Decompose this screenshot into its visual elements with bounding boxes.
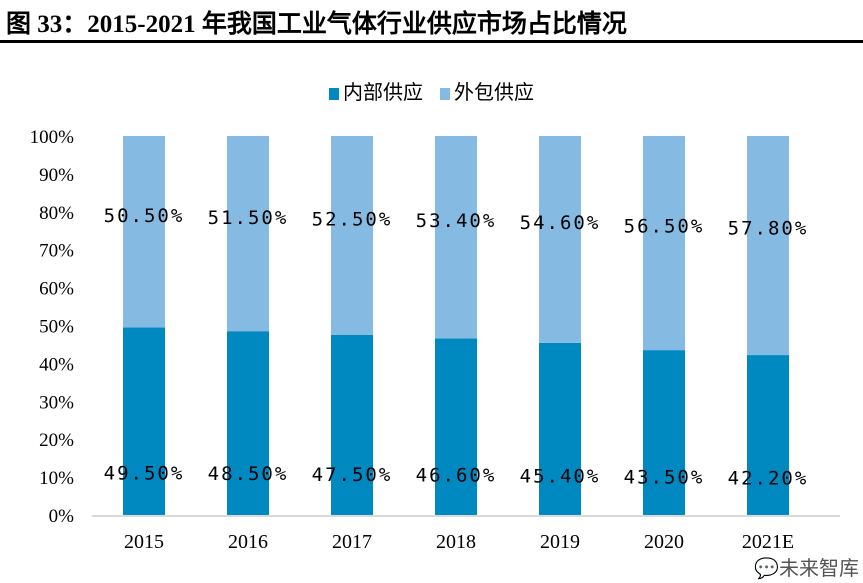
data-label: 49.50%	[104, 462, 185, 484]
x-tick-label: 2016	[228, 531, 268, 553]
data-label: 42.20%	[728, 468, 809, 490]
title-rule	[0, 40, 863, 43]
x-tick-label: 2015	[124, 531, 164, 553]
data-label: 48.50%	[208, 463, 289, 485]
bar-internal	[643, 350, 685, 515]
y-tick-label: 40%	[39, 354, 74, 375]
bar-outsourced	[227, 136, 269, 332]
legend-label-internal: 内部供应	[343, 82, 423, 104]
data-label: 52.50%	[312, 209, 393, 231]
legend-label-outsourced: 外包供应	[454, 82, 534, 104]
x-tick-label: 2020	[644, 531, 684, 553]
y-tick-label: 70%	[39, 241, 74, 262]
legend-item-outsourced: 外包供应	[440, 76, 534, 105]
bar-outsourced	[643, 136, 685, 351]
y-tick-label: 90%	[39, 165, 74, 186]
x-tick-label: 2021E	[742, 531, 794, 553]
data-label: 46.60%	[416, 464, 497, 486]
bar-internal	[331, 334, 373, 515]
y-tick-label: 20%	[39, 430, 74, 451]
data-label: 53.40%	[416, 210, 497, 232]
legend-item-internal: 内部供应	[329, 76, 423, 105]
wechat-icon: 💬	[754, 556, 779, 580]
bar-outsourced	[331, 136, 373, 335]
bar-outsourced	[539, 136, 581, 343]
y-tick-label: 0%	[49, 506, 75, 527]
x-tick-label: 2019	[540, 531, 580, 553]
watermark: 💬未来智库	[754, 556, 859, 580]
bar-internal	[123, 327, 165, 515]
data-label: 54.60%	[520, 212, 601, 234]
x-tick-label: 2017	[332, 531, 372, 553]
bar-internal	[227, 331, 269, 515]
watermark-text: 未来智库	[779, 556, 859, 580]
data-label: 45.40%	[520, 465, 601, 487]
data-label: 56.50%	[624, 215, 705, 237]
bar-internal	[435, 338, 477, 515]
y-tick-label: 60%	[39, 279, 74, 300]
bar-internal	[747, 355, 789, 515]
bar-outsourced	[747, 136, 789, 356]
data-label: 43.50%	[624, 467, 705, 489]
y-tick-label: 50%	[39, 317, 74, 338]
x-tick-label: 2018	[436, 531, 476, 553]
y-tick-label: 100%	[30, 127, 75, 148]
y-tick-label: 10%	[39, 468, 74, 489]
data-label: 57.80%	[728, 218, 809, 240]
data-label: 51.50%	[208, 207, 289, 229]
bar-internal	[539, 342, 581, 515]
legend-swatch-outsourced	[440, 88, 450, 100]
data-label: 47.50%	[312, 464, 393, 486]
y-tick-label: 30%	[39, 392, 74, 413]
legend-swatch-internal	[329, 88, 339, 100]
legend: 内部供应 外包供应	[0, 76, 863, 105]
bar-outsourced	[435, 136, 477, 339]
chart-title: 图 33：2015-2021 年我国工业气体行业供应市场占比情况	[6, 11, 627, 38]
y-tick-label: 80%	[39, 203, 74, 224]
data-label: 50.50%	[104, 205, 185, 227]
bar-outsourced	[123, 136, 165, 328]
